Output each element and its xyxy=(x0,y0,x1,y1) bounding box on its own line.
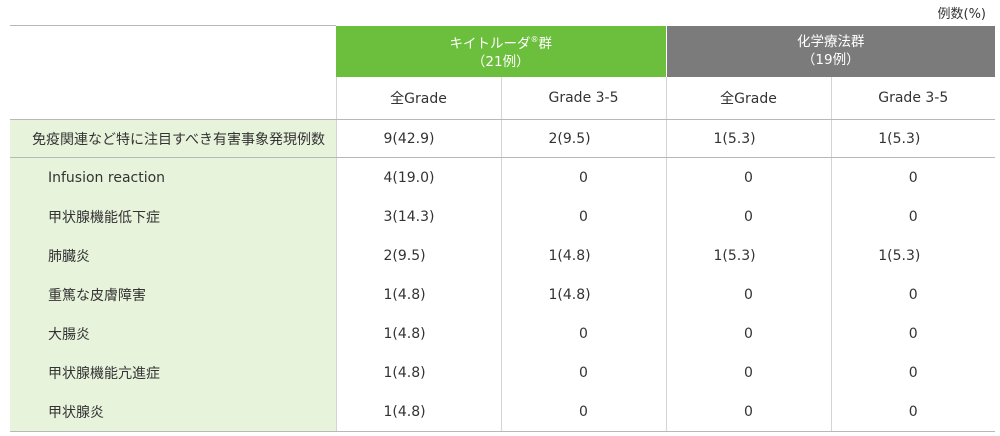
cell-value: 4(19.0) xyxy=(383,169,435,186)
chemo-group-count: （19例） xyxy=(801,52,860,69)
cell-value: 1(5.3) xyxy=(713,247,756,264)
row-label: Infusion reaction xyxy=(10,157,336,197)
keytruda-group-header: キイトルーダ®群 （21例） xyxy=(336,25,667,77)
table-cell: 0 xyxy=(665,353,831,392)
row-label: 肺臓炎 xyxy=(10,236,336,275)
table-cell: 0 xyxy=(500,157,666,197)
table-cell: 9(42.9) xyxy=(335,119,501,158)
cell-value: 0 xyxy=(744,169,753,186)
table-cell: 0 xyxy=(665,197,831,236)
cell-value: 1(5.3) xyxy=(878,247,921,264)
table-cell: 1(5.3) xyxy=(830,236,995,275)
cell-value: 1(4.8) xyxy=(548,286,591,303)
keytruda-group-count: （21例） xyxy=(471,54,530,71)
cell-value: 1(4.8) xyxy=(383,364,426,381)
row-label: 甲状腺機能低下症 xyxy=(10,197,336,236)
table-cell: 0 xyxy=(665,392,831,432)
table-cell: 0 xyxy=(500,353,666,392)
cell-value: 0 xyxy=(579,403,588,420)
header-blank-cell xyxy=(10,25,336,77)
table-cell: 0 xyxy=(830,197,995,236)
table-cell: 0 xyxy=(500,197,666,236)
cell-value: 1(4.8) xyxy=(383,286,426,303)
cell-value: 0 xyxy=(579,208,588,225)
row-label: 甲状腺炎 xyxy=(10,392,336,432)
subheader-blank-cell xyxy=(10,77,336,120)
row-label: 甲状腺機能亢進症 xyxy=(10,353,336,392)
table-row: 甲状腺機能亢進症 1(4.8) 0 0 0 xyxy=(10,353,995,392)
cell-value: 0 xyxy=(579,169,588,186)
cell-value: 0 xyxy=(579,325,588,342)
table-cell: 3(14.3) xyxy=(335,197,501,236)
cell-value: 0 xyxy=(908,325,918,342)
table-row: 甲状腺炎 1(4.8) 0 0 0 xyxy=(10,392,995,432)
subheader-keytruda-grade-3-5: Grade 3-5 xyxy=(500,77,666,120)
table-cell: 0 xyxy=(665,314,831,353)
subheader-chemo-all-grade: 全Grade xyxy=(665,77,831,120)
cell-value: 0 xyxy=(744,208,753,225)
cell-value: 0 xyxy=(908,286,918,303)
table-cell: 4(19.0) xyxy=(335,157,501,197)
cell-value: 1(5.3) xyxy=(713,130,756,147)
table-cell: 2(9.5) xyxy=(335,236,501,275)
table-row: 大腸炎 1(4.8) 0 0 0 xyxy=(10,314,995,353)
table-cell: 0 xyxy=(830,314,995,353)
cell-value: 0 xyxy=(744,286,753,303)
table-cell: 0 xyxy=(830,275,995,314)
table-cell: 1(5.3) xyxy=(665,119,831,158)
table-cell: 1(5.3) xyxy=(830,119,995,158)
cell-value: 1(5.3) xyxy=(878,130,921,147)
table-cell: 0 xyxy=(665,157,831,197)
table-cell: 1(4.8) xyxy=(335,314,501,353)
total-row-label: 免疫関連など特に注目すべき有害事象発現例数 xyxy=(10,119,336,158)
cell-value: 0 xyxy=(908,364,918,381)
chemo-group-name: 化学療法群 xyxy=(797,34,865,51)
cell-value: 0 xyxy=(908,169,918,186)
keytruda-group-suffix: 群 xyxy=(538,36,553,53)
subheader-keytruda-all-grade: 全Grade xyxy=(335,77,501,120)
cell-value: 0 xyxy=(579,364,588,381)
total-row: 免疫関連など特に注目すべき有害事象発現例数 9(42.9) 2(9.5) 1(5… xyxy=(10,119,995,158)
cell-value: 0 xyxy=(908,403,918,420)
table-cell: 1(4.8) xyxy=(335,275,501,314)
subheader-row: 全Grade Grade 3-5 全Grade Grade 3-5 xyxy=(10,77,995,120)
table-cell: 1(4.8) xyxy=(500,275,666,314)
table-cell: 0 xyxy=(830,353,995,392)
table-row: 重篤な皮膚障害 1(4.8) 1(4.8) 0 0 xyxy=(10,275,995,314)
table-row: 肺臓炎 2(9.5) 1(4.8) 1(5.3) 1(5.3) xyxy=(10,236,995,275)
table-row: 甲状腺機能低下症 3(14.3) 0 0 0 xyxy=(10,197,995,236)
table-cell: 0 xyxy=(830,392,995,432)
cell-value: 1(4.8) xyxy=(383,325,426,342)
cell-value: 3(14.3) xyxy=(383,208,435,225)
registered-mark: ® xyxy=(530,35,539,45)
table-cell: 0 xyxy=(665,275,831,314)
group-header-row: キイトルーダ®群 （21例） 化学療法群 （19例） xyxy=(10,25,995,77)
table-cell: 0 xyxy=(830,157,995,197)
cell-value: 0 xyxy=(744,325,753,342)
cell-value: 0 xyxy=(908,208,918,225)
table-cell: 1(4.8) xyxy=(335,392,501,432)
table-cell: 1(4.8) xyxy=(335,353,501,392)
cell-value: 2(9.5) xyxy=(383,247,426,264)
cell-value: 9(42.9) xyxy=(383,130,435,147)
row-label: 大腸炎 xyxy=(10,314,336,353)
cell-value: 0 xyxy=(744,403,753,420)
adverse-events-table: キイトルーダ®群 （21例） 化学療法群 （19例） 全Grade Grade … xyxy=(10,25,995,432)
table-row: Infusion reaction 4(19.0) 0 0 0 xyxy=(10,157,995,197)
subheader-chemo-grade-3-5: Grade 3-5 xyxy=(830,77,995,120)
unit-note: 例数(%) xyxy=(937,7,987,22)
table-cell: 2(9.5) xyxy=(500,119,666,158)
cell-value: 1(4.8) xyxy=(383,403,426,420)
table-cell: 1(4.8) xyxy=(500,236,666,275)
keytruda-group-name: キイトルーダ xyxy=(449,36,531,53)
table-cell: 0 xyxy=(500,392,666,432)
cell-value: 1(4.8) xyxy=(548,247,591,264)
cell-value: 2(9.5) xyxy=(548,130,591,147)
row-label: 重篤な皮膚障害 xyxy=(10,275,336,314)
table-cell: 0 xyxy=(500,314,666,353)
table-cell: 1(5.3) xyxy=(665,236,831,275)
cell-value: 0 xyxy=(744,364,753,381)
chemo-group-header: 化学療法群 （19例） xyxy=(666,25,995,77)
